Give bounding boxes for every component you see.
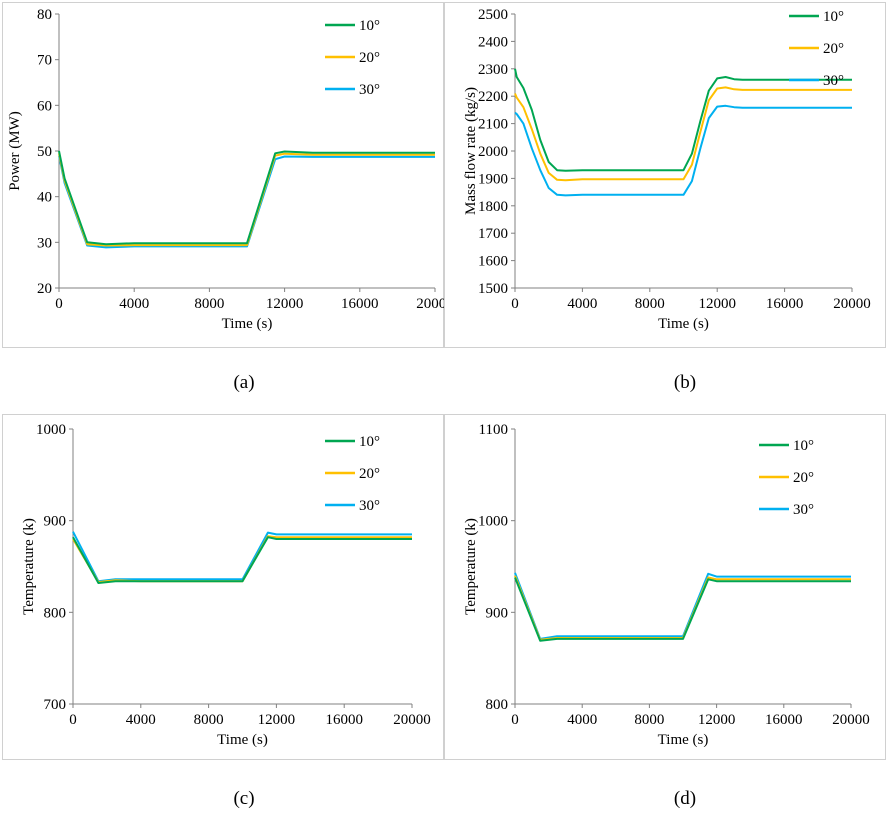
x-tick-label: 8000 [635, 296, 665, 312]
legend-label: 10° [359, 434, 380, 450]
series-line-10deg [58, 150, 435, 246]
x-tick-label: 12000 [266, 296, 304, 312]
y-tick-label: 30 [37, 235, 52, 251]
y-tick-label: 1500 [478, 281, 508, 297]
x-tick-label: 16000 [325, 712, 363, 728]
y-tick-label: 70 [37, 53, 52, 69]
y-tick-label: 900 [44, 514, 67, 530]
legend-label: 10° [793, 438, 814, 454]
x-tick-label: 0 [511, 296, 519, 312]
chart-panel-c: 700 800 900 1000 0 4000 8000 12000 16000 20000 Tim… [2, 414, 444, 760]
x-tick-label: 12000 [698, 712, 736, 728]
legend-label: 20° [359, 466, 380, 482]
legend-label: 20° [793, 470, 814, 486]
chart-c: 700 800 900 1000 0 4000 8000 12000 16000 20000 Tim… [21, 422, 431, 748]
x-tick-label: 12000 [258, 712, 296, 728]
y-axis-label: Mass flow rate (kg/s) [463, 87, 479, 215]
y-tick-label: 1000 [36, 422, 66, 438]
caption-b: (b) [673, 372, 697, 393]
x-tick-label: 20000 [393, 712, 431, 728]
y-tick-label: 700 [44, 697, 67, 713]
x-axis-label: Time (s) [217, 732, 268, 748]
caption-c: (c) [233, 788, 255, 809]
x-tick-label: 20000 [832, 712, 870, 728]
series-line-30deg [514, 104, 852, 197]
x-tick-label: 20000 [833, 296, 871, 312]
x-tick-label: 8000 [194, 712, 224, 728]
legend-label: 10° [823, 9, 844, 25]
x-tick-label: 4000 [119, 296, 149, 312]
series-line-30deg [514, 572, 851, 640]
x-tick-label: 20000 [416, 296, 445, 312]
y-tick-label: 1600 [478, 254, 508, 270]
chart-b: 1500 1600 1700 1800 1900 2000 2100 2200 2300 2400… [463, 7, 871, 332]
y-axis-label: Power (MW) [7, 111, 23, 191]
x-tick-label: 8000 [194, 296, 224, 312]
series-line-10deg [514, 577, 851, 642]
caption-d: (d) [673, 788, 697, 809]
x-tick-label: 4000 [567, 296, 597, 312]
series-line-20deg [72, 535, 412, 584]
legend-label: 20° [823, 41, 844, 57]
legend-label: 30° [359, 82, 380, 98]
x-tick-label: 4000 [126, 712, 156, 728]
series-line-10deg [514, 68, 852, 172]
chart-panel-b: 1500 1600 1700 1800 1900 2000 2100 2200 2300 2400… [444, 2, 886, 348]
y-tick-label: 1800 [478, 199, 508, 215]
y-tick-label: 2000 [478, 144, 508, 160]
legend-label: 30° [793, 502, 814, 518]
series-line-20deg [514, 86, 852, 182]
y-tick-label: 50 [37, 144, 52, 160]
y-tick-label: 2100 [478, 117, 508, 133]
chart-panel-a: 20 30 40 50 60 70 80 0 4000 8000 12000 16000 20000 Ti… [2, 2, 445, 348]
series-line-20deg [58, 152, 435, 247]
chart-a: 20 30 40 50 60 70 80 0 4000 8000 12000 16000 20000 Ti… [7, 7, 445, 332]
x-tick-label: 0 [55, 296, 63, 312]
legend-label: 30° [823, 73, 844, 89]
y-tick-label: 1700 [478, 226, 508, 242]
x-tick-label: 16000 [765, 712, 803, 728]
caption-a: (a) [233, 372, 255, 393]
y-tick-label: 1000 [478, 514, 508, 530]
legend-label: 20° [359, 50, 380, 66]
legend-label: 10° [359, 18, 380, 34]
y-axis-label: Temperature (k) [21, 518, 37, 615]
x-tick-label: 0 [69, 712, 77, 728]
x-axis-label: Time (s) [658, 732, 709, 748]
x-tick-label: 0 [511, 712, 519, 728]
y-tick-label: 60 [37, 98, 52, 114]
chart-panel-d: 800 900 1000 1100 0 4000 8000 12000 16000 20000 Ti… [444, 414, 886, 760]
x-tick-label: 8000 [634, 712, 664, 728]
y-tick-label: 40 [37, 190, 52, 206]
y-tick-label: 2300 [478, 62, 508, 78]
x-tick-label: 12000 [698, 296, 736, 312]
y-tick-label: 800 [486, 697, 509, 713]
y-tick-label: 80 [37, 7, 52, 23]
chart-d: 800 900 1000 1100 0 4000 8000 12000 16000 20000 Ti… [463, 422, 870, 748]
y-tick-label: 1900 [478, 171, 508, 187]
x-tick-label: 16000 [766, 296, 804, 312]
y-tick-label: 2200 [478, 89, 508, 105]
y-tick-label: 800 [44, 605, 67, 621]
x-axis-label: Time (s) [222, 316, 273, 332]
y-tick-label: 1100 [479, 422, 508, 438]
y-tick-label: 2500 [478, 7, 508, 23]
y-tick-label: 2400 [478, 34, 508, 50]
series-line-20deg [514, 575, 851, 641]
y-tick-label: 20 [37, 281, 52, 297]
y-axis-label: Temperature (k) [463, 518, 479, 615]
legend-label: 30° [359, 498, 380, 514]
x-axis-label: Time (s) [658, 316, 709, 332]
x-tick-label: 4000 [567, 712, 597, 728]
y-tick-label: 900 [486, 605, 509, 621]
series-line-30deg [58, 155, 435, 249]
x-tick-label: 16000 [341, 296, 379, 312]
series-line-10deg [72, 536, 412, 584]
